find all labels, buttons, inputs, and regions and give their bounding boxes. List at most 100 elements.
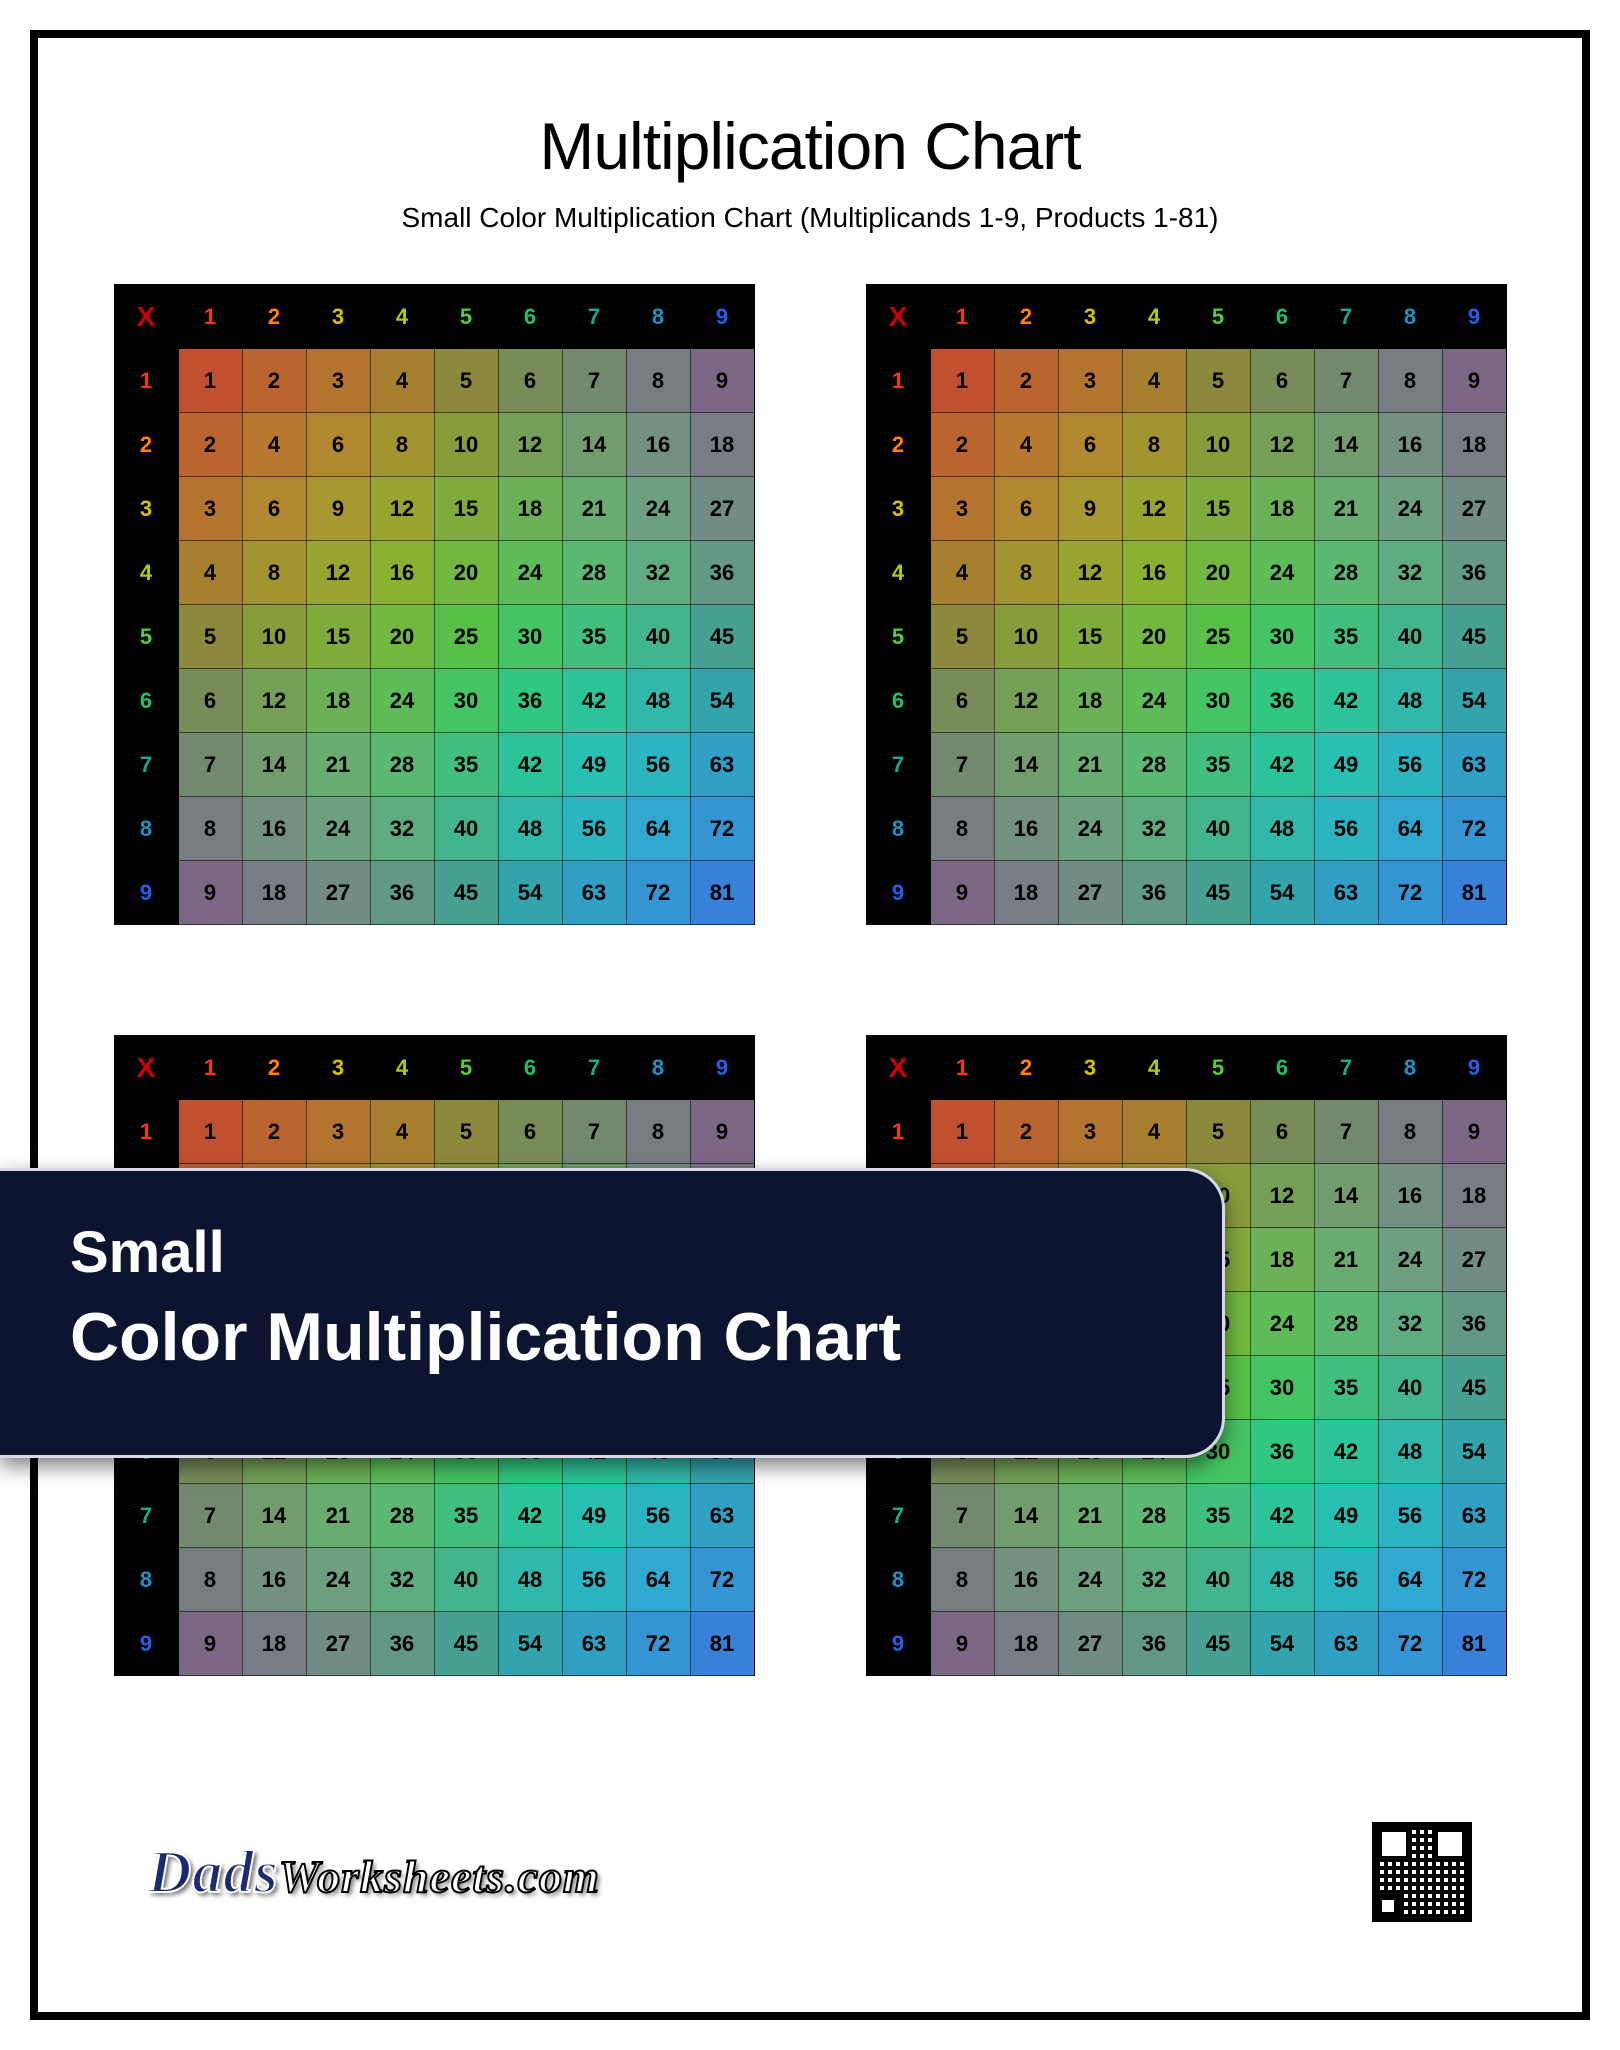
col-header: 8	[626, 285, 690, 349]
product-cell: 64	[1378, 797, 1442, 861]
product-cell: 28	[1314, 541, 1378, 605]
product-cell: 20	[1186, 541, 1250, 605]
product-cell: 6	[930, 669, 994, 733]
product-cell: 36	[370, 1612, 434, 1676]
row-header: 5	[866, 605, 930, 669]
product-cell: 24	[626, 477, 690, 541]
product-cell: 56	[626, 1484, 690, 1548]
product-cell: 5	[434, 349, 498, 413]
product-cell: 56	[1378, 733, 1442, 797]
product-cell: 2	[994, 1100, 1058, 1164]
product-cell: 63	[690, 1484, 754, 1548]
col-header: 2	[242, 1036, 306, 1100]
product-cell: 28	[370, 1484, 434, 1548]
product-cell: 16	[994, 1548, 1058, 1612]
title-overlay-banner: Small Color Multiplication Chart	[0, 1168, 1225, 1458]
product-cell: 4	[994, 413, 1058, 477]
col-header: 6	[1250, 285, 1314, 349]
product-cell: 4	[370, 349, 434, 413]
product-cell: 8	[178, 1548, 242, 1612]
product-cell: 8	[930, 797, 994, 861]
product-cell: 72	[690, 797, 754, 861]
product-cell: 36	[370, 861, 434, 925]
product-cell: 1	[178, 349, 242, 413]
product-cell: 18	[498, 477, 562, 541]
col-header: 1	[178, 1036, 242, 1100]
product-cell: 2	[930, 413, 994, 477]
product-cell: 14	[242, 733, 306, 797]
col-header: 4	[370, 1036, 434, 1100]
product-cell: 30	[1186, 669, 1250, 733]
product-cell: 48	[1250, 1548, 1314, 1612]
corner-cell: X	[866, 1036, 930, 1100]
product-cell: 3	[306, 349, 370, 413]
product-cell: 36	[1122, 1612, 1186, 1676]
product-cell: 9	[690, 349, 754, 413]
product-cell: 36	[498, 669, 562, 733]
product-cell: 35	[562, 605, 626, 669]
product-cell: 3	[930, 477, 994, 541]
col-header: 3	[1058, 1036, 1122, 1100]
row-header: 1	[866, 349, 930, 413]
product-cell: 5	[178, 605, 242, 669]
product-cell: 28	[1122, 733, 1186, 797]
product-cell: 49	[562, 733, 626, 797]
product-cell: 56	[562, 797, 626, 861]
product-cell: 6	[1250, 349, 1314, 413]
product-cell: 8	[626, 349, 690, 413]
col-header: 3	[1058, 285, 1122, 349]
product-cell: 7	[1314, 349, 1378, 413]
product-cell: 3	[1058, 349, 1122, 413]
product-cell: 45	[434, 1612, 498, 1676]
row-header: 9	[866, 861, 930, 925]
row-header: 1	[866, 1100, 930, 1164]
col-header: 5	[1186, 1036, 1250, 1100]
row-header: 9	[866, 1612, 930, 1676]
product-cell: 16	[370, 541, 434, 605]
product-cell: 16	[1378, 413, 1442, 477]
product-cell: 21	[1314, 1228, 1378, 1292]
product-cell: 12	[242, 669, 306, 733]
product-cell: 27	[1442, 1228, 1506, 1292]
chart-grid: X123456789112345678922468101214161833691…	[108, 284, 1512, 1676]
product-cell: 8	[626, 1100, 690, 1164]
product-cell: 64	[626, 797, 690, 861]
col-header: 3	[306, 285, 370, 349]
row-header: 1	[114, 1100, 178, 1164]
product-cell: 21	[1058, 733, 1122, 797]
product-cell: 32	[370, 797, 434, 861]
product-cell: 8	[994, 541, 1058, 605]
product-cell: 45	[1442, 605, 1506, 669]
product-cell: 15	[1058, 605, 1122, 669]
product-cell: 56	[1314, 1548, 1378, 1612]
product-cell: 35	[434, 733, 498, 797]
product-cell: 4	[1122, 349, 1186, 413]
product-cell: 18	[1442, 413, 1506, 477]
product-cell: 18	[994, 861, 1058, 925]
row-header: 4	[866, 541, 930, 605]
product-cell: 20	[370, 605, 434, 669]
product-cell: 35	[1314, 1356, 1378, 1420]
product-cell: 7	[562, 1100, 626, 1164]
row-header: 9	[114, 1612, 178, 1676]
product-cell: 1	[930, 1100, 994, 1164]
product-cell: 72	[626, 861, 690, 925]
product-cell: 36	[1250, 1420, 1314, 1484]
col-header: 1	[178, 285, 242, 349]
product-cell: 12	[370, 477, 434, 541]
product-cell: 49	[562, 1484, 626, 1548]
product-cell: 18	[994, 1612, 1058, 1676]
product-cell: 40	[434, 1548, 498, 1612]
product-cell: 4	[242, 413, 306, 477]
product-cell: 24	[1058, 1548, 1122, 1612]
logo-part1: Dads	[148, 1839, 279, 1905]
page-title: Multiplication Chart	[108, 108, 1512, 184]
product-cell: 24	[306, 797, 370, 861]
product-cell: 9	[1442, 349, 1506, 413]
col-header: 5	[1186, 285, 1250, 349]
product-cell: 18	[690, 413, 754, 477]
product-cell: 48	[498, 797, 562, 861]
product-cell: 40	[1378, 605, 1442, 669]
product-cell: 27	[690, 477, 754, 541]
product-cell: 25	[434, 605, 498, 669]
